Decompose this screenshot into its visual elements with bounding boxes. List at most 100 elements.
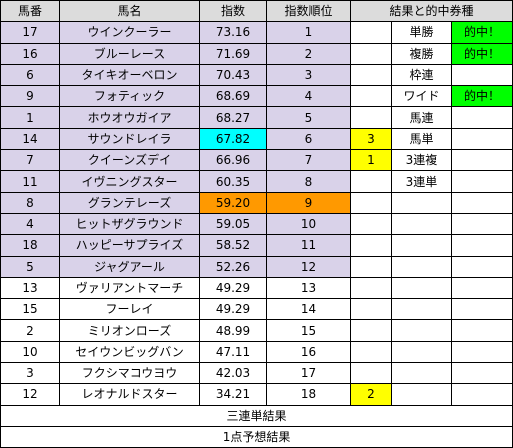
hit-status-cell	[450, 170, 513, 193]
ticket-type-cell: 単勝	[391, 21, 452, 44]
table-row: 9 フォティック 68.69 4 ワイド 的中！	[0, 85, 513, 108]
horse-name-cell: ホウオウガイア	[59, 106, 200, 129]
table-row: 16 ブルーレース 71.69 2 複勝 的中！	[0, 42, 513, 65]
index-rank-cell: 4	[266, 85, 351, 108]
hit-status-cell	[450, 319, 513, 342]
horse-name-cell: ヴァリアントマーチ	[59, 276, 200, 300]
index-value-cell: 67.82	[199, 127, 267, 151]
horse-number-cell: 5	[0, 255, 60, 278]
finish-position-cell: 1	[350, 149, 392, 172]
ticket-type-cell	[391, 212, 452, 236]
hit-status-cell	[450, 362, 513, 385]
hit-status-cell: 的中！	[450, 85, 513, 108]
table-row: 6 タイキオーベロン 70.43 3 枠連	[0, 63, 513, 87]
table-row: 18 ハッピーサプライズ 58.52 11	[0, 234, 513, 257]
header-row: 馬番 馬名 指数 指数順位 結果と的中券種	[0, 0, 513, 23]
table-row: 12 レオナルドスター 34.21 18 2	[0, 383, 513, 406]
table-row: 4 ヒットザグラウンド 59.05 10	[0, 212, 513, 236]
index-value-cell: 71.69	[199, 42, 267, 65]
index-rank-cell: 6	[266, 127, 351, 151]
horse-name-cell: ウインクーラー	[59, 21, 200, 44]
index-value-cell: 48.99	[199, 319, 267, 342]
horse-number-cell: 8	[0, 191, 60, 214]
ticket-type-cell	[391, 362, 452, 385]
ticket-type-cell	[391, 234, 452, 257]
finish-position-cell	[350, 191, 392, 214]
horse-number-cell: 11	[0, 170, 60, 193]
finish-position-cell	[350, 340, 392, 364]
index-rank-cell: 12	[266, 255, 351, 278]
horse-name-cell: ジャグアール	[59, 255, 200, 278]
finish-position-cell	[350, 63, 392, 87]
horse-number-cell: 1	[0, 106, 60, 129]
ticket-type-cell: 枠連	[391, 63, 452, 87]
ticket-type-cell	[391, 191, 452, 214]
horse-name-cell: レオナルドスター	[59, 383, 200, 406]
index-value-cell: 60.35	[199, 170, 267, 193]
hit-status-cell	[450, 383, 513, 406]
hit-status-cell: 的中！	[450, 42, 513, 65]
horse-name-cell: タイキオーベロン	[59, 63, 200, 87]
hit-status-cell	[450, 298, 513, 321]
index-rank-cell: 8	[266, 170, 351, 193]
table-row: 10 セイウンビッグバン 47.11 16	[0, 340, 513, 364]
horse-number-cell: 10	[0, 340, 60, 364]
index-rank-cell: 15	[266, 319, 351, 342]
horse-name-cell: フーレイ	[59, 298, 200, 321]
horse-number-cell: 4	[0, 212, 60, 236]
ticket-type-cell: 3連単	[391, 170, 452, 193]
horse-name-cell: グランテレーズ	[59, 191, 200, 214]
horse-number-cell: 2	[0, 319, 60, 342]
hit-status-cell	[450, 234, 513, 257]
finish-position-cell	[350, 234, 392, 257]
hit-status-cell	[450, 106, 513, 129]
table-row: 17 ウインクーラー 73.16 1 単勝 的中！	[0, 21, 513, 44]
horse-name-cell: ミリオンローズ	[59, 319, 200, 342]
finish-position-cell	[350, 319, 392, 342]
header-horse-number: 馬番	[0, 0, 60, 23]
finish-position-cell	[350, 276, 392, 300]
horse-name-cell: ヒットザグラウンド	[59, 212, 200, 236]
index-value-cell: 66.96	[199, 149, 267, 172]
hit-status-cell	[450, 63, 513, 87]
hit-status-cell: 的中！	[450, 21, 513, 44]
hit-status-cell	[450, 255, 513, 278]
table-row: 7 クイーンズデイ 66.96 7 1 3連複	[0, 149, 513, 172]
index-value-cell: 59.05	[199, 212, 267, 236]
horse-number-cell: 6	[0, 63, 60, 87]
hit-status-cell	[450, 127, 513, 151]
hit-status-cell	[450, 149, 513, 172]
table-row: 3 フクシマコウヨウ 42.03 17	[0, 362, 513, 385]
horse-name-cell: ハッピーサプライズ	[59, 234, 200, 257]
index-rank-cell: 3	[266, 63, 351, 87]
finish-position-cell	[350, 170, 392, 193]
horse-number-cell: 13	[0, 276, 60, 300]
index-rank-cell: 17	[266, 362, 351, 385]
index-value-cell: 68.69	[199, 85, 267, 108]
horse-number-cell: 18	[0, 234, 60, 257]
index-rank-cell: 18	[266, 383, 351, 406]
horse-number-cell: 3	[0, 362, 60, 385]
index-value-cell: 49.29	[199, 298, 267, 321]
horse-number-cell: 9	[0, 85, 60, 108]
index-value-cell: 52.26	[199, 255, 267, 278]
horse-number-cell: 14	[0, 127, 60, 151]
finish-position-cell	[350, 255, 392, 278]
ticket-type-cell: ワイド	[391, 85, 452, 108]
index-rank-cell: 11	[266, 234, 351, 257]
index-value-cell: 68.27	[199, 106, 267, 129]
header-index-rank: 指数順位	[266, 0, 351, 23]
horse-name-cell: クイーンズデイ	[59, 149, 200, 172]
hit-status-cell	[450, 276, 513, 300]
finish-position-cell	[350, 298, 392, 321]
table-body: 馬番 馬名 指数 指数順位 結果と的中券種 17 ウインクーラー 73.16 1 単勝的…	[0, 0, 513, 406]
ticket-type-cell: 馬連	[391, 106, 452, 129]
index-value-cell: 49.29	[199, 276, 267, 300]
horse-name-cell: イヴニングスター	[59, 170, 200, 193]
ticket-type-cell	[391, 340, 452, 364]
horse-number-cell: 15	[0, 298, 60, 321]
footer-row-trifecta: 三連単結果	[0, 404, 513, 427]
finish-position-cell	[350, 212, 392, 236]
finish-position-cell: 2	[350, 383, 392, 406]
horse-name-cell: セイウンビッグバン	[59, 340, 200, 364]
